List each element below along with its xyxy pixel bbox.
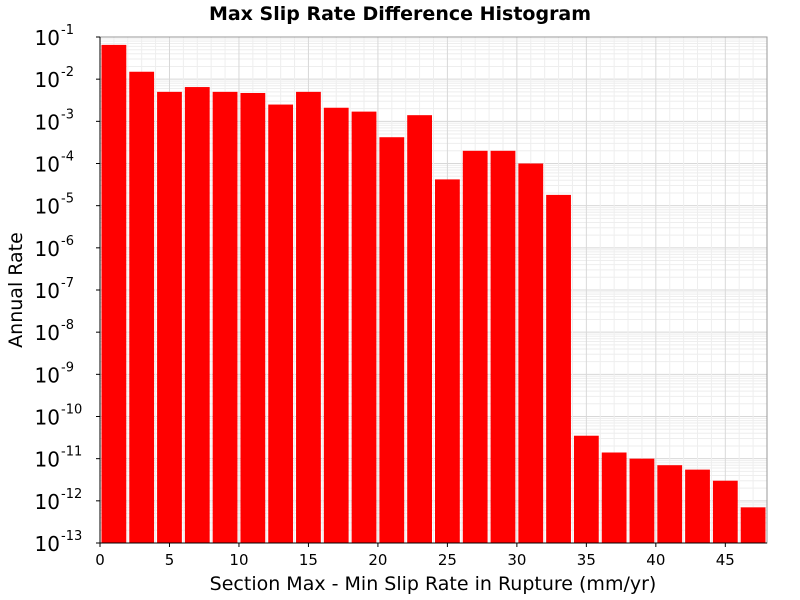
bar	[657, 465, 683, 543]
x-tick-label: 10	[229, 551, 248, 569]
bar	[573, 435, 599, 543]
y-tick-label-exponent: -4	[61, 150, 74, 165]
y-tick-label-base: 10	[35, 406, 60, 430]
bar	[379, 137, 405, 543]
y-tick-label-base: 10	[35, 490, 60, 514]
bar	[629, 458, 655, 543]
y-tick-label-base: 10	[35, 237, 60, 261]
y-tick-label-base: 10	[35, 532, 60, 556]
y-tick-label-base: 10	[35, 26, 60, 50]
y-tick-label-base: 10	[35, 321, 60, 345]
bar	[323, 107, 349, 543]
y-tick-label-exponent: -9	[61, 360, 74, 375]
bar	[129, 71, 155, 543]
x-tick-label: 35	[577, 551, 596, 569]
y-tick-label-base: 10	[35, 363, 60, 387]
bar	[601, 452, 627, 543]
bar	[407, 115, 432, 543]
bar	[712, 480, 738, 543]
x-tick-label: 25	[438, 551, 457, 569]
y-tick-labels: 10 -110 -210 -310 -410 -510 -610 -710 -810 -910 -1…	[35, 23, 100, 556]
y-axis-label: Annual Rate	[5, 232, 27, 348]
x-tick-label: 40	[646, 551, 665, 569]
bar	[268, 104, 294, 543]
bar	[462, 150, 488, 543]
bar	[101, 44, 127, 543]
y-tick-label-base: 10	[35, 279, 60, 303]
y-tick-label-exponent: -12	[61, 487, 82, 502]
bar	[490, 150, 516, 543]
bar	[546, 194, 571, 543]
y-tick-label-exponent: -1	[61, 23, 74, 38]
x-tick-label: 15	[299, 551, 318, 569]
bars-group	[101, 44, 766, 544]
x-tick-label: 45	[716, 551, 735, 569]
x-tick-label: 30	[507, 551, 526, 569]
y-tick-label-exponent: -3	[61, 107, 74, 122]
bar	[184, 87, 210, 544]
y-tick-label-base: 10	[35, 110, 60, 134]
y-tick-label-base: 10	[35, 153, 60, 177]
bar	[740, 507, 766, 543]
bar	[240, 92, 266, 543]
x-tick-label: 5	[165, 551, 175, 569]
y-tick-label-exponent: -10	[61, 403, 82, 418]
x-tick-label: 0	[95, 551, 105, 569]
y-tick-label-exponent: -8	[61, 318, 74, 333]
x-axis-label: Section Max - Min Slip Rate in Rupture (…	[210, 573, 657, 595]
bar	[518, 163, 544, 543]
x-tick-label: 20	[368, 551, 387, 569]
bar	[685, 469, 710, 543]
y-tick-label-exponent: -2	[61, 65, 74, 80]
grid-lines	[100, 37, 767, 544]
y-tick-label-base: 10	[35, 68, 60, 92]
bar	[435, 179, 460, 543]
chart-title: Max Slip Rate Difference Histogram	[209, 3, 591, 25]
bar	[157, 91, 182, 543]
y-tick-label-exponent: -7	[61, 276, 74, 291]
bar	[296, 91, 321, 543]
bar	[212, 91, 238, 543]
y-tick-label-exponent: -13	[61, 529, 82, 544]
y-tick-label-exponent: -6	[61, 234, 74, 249]
y-tick-label-exponent: -11	[61, 445, 82, 460]
y-tick-label-base: 10	[35, 195, 60, 219]
bar	[351, 111, 377, 543]
x-tick-labels: 0 5 10 15 20 25 30 35 40 45	[95, 543, 735, 569]
y-tick-label-exponent: -5	[61, 192, 74, 207]
y-tick-label-base: 10	[35, 448, 60, 472]
